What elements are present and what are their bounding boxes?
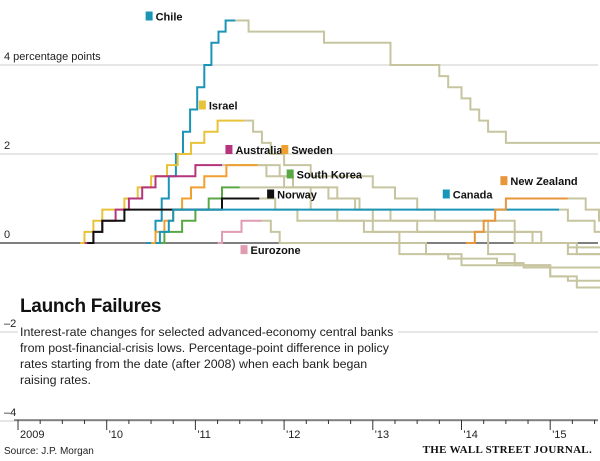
- series-label-norway: Norway: [277, 190, 318, 202]
- x-tick-label-5: '14: [464, 429, 478, 441]
- legend-swatch-norway: [267, 189, 275, 199]
- y-tick-label-0: 4 percentage points: [4, 51, 101, 63]
- series-label-canada: Canada: [453, 190, 494, 202]
- legend-swatch-south-korea: [286, 169, 294, 179]
- x-tick-label-1: '10: [109, 429, 123, 441]
- y-axis: 4 percentage points 2 0 –2 –4: [4, 51, 101, 419]
- legend-swatch-eurozone: [240, 245, 248, 255]
- publisher-logo: THE WALL STREET JOURNAL.: [422, 444, 592, 456]
- series-label-south-korea: South Korea: [297, 169, 363, 181]
- source-note: Source: J.P. Morgan: [4, 446, 94, 457]
- series-line-eurozone: [217, 219, 262, 244]
- post-hike-lines: [222, 19, 600, 289]
- x-tick-label-2: '11: [197, 429, 211, 441]
- x-tick-label-0: 2009: [20, 429, 44, 441]
- series-label-new-zealand: New Zealand: [510, 176, 577, 188]
- x-tick-label-4: '13: [375, 429, 389, 441]
- legend-swatch-sweden: [281, 145, 289, 154]
- series-label-eurozone: Eurozone: [251, 245, 301, 257]
- legend-swatch-israel: [198, 100, 206, 110]
- y-tick-label-1: 2: [4, 140, 10, 152]
- series-line-chile: [146, 19, 236, 244]
- series-after-chile: [235, 19, 600, 144]
- legend-swatch-chile: [145, 11, 153, 21]
- series-line-south-korea: [159, 186, 240, 244]
- chart-title: Launch Failures: [20, 296, 162, 317]
- series-line-new-zealand: [465, 197, 568, 244]
- x-axis: 2009 '10 '11 '12 '13 '14 '15: [14, 419, 598, 441]
- series-labels: Chile Israel Australia Sweden South Korea Nor…: [145, 11, 578, 257]
- series-after-canada: [559, 208, 600, 233]
- series-label-israel: Israel: [209, 101, 238, 113]
- series-after-eurozone: [261, 219, 600, 269]
- legend-swatch-new-zealand: [500, 176, 508, 186]
- series-line-israel: [80, 119, 245, 244]
- series-label-chile: Chile: [156, 12, 183, 24]
- y-tick-label-3: –2: [4, 318, 16, 330]
- legend-swatch-australia: [225, 145, 233, 154]
- series-line-norway: [87, 197, 260, 244]
- series-after-new-zealand: [567, 197, 600, 222]
- chart-subtitle: Interest-rate changes for selected advan…: [20, 325, 394, 387]
- x-tick-label-3: '12: [286, 429, 300, 441]
- title-box: Launch Failures Interest-rate changes fo…: [18, 296, 398, 388]
- series-label-sweden: Sweden: [291, 145, 333, 157]
- series-label-australia: Australia: [235, 145, 283, 157]
- series-lines: [80, 19, 568, 244]
- legend-swatch-canada: [442, 189, 450, 199]
- series-line-canada: [155, 208, 560, 244]
- y-tick-label-4: –4: [4, 407, 16, 419]
- x-tick-label-6: '15: [552, 429, 566, 441]
- y-tick-label-2: 0: [4, 229, 10, 241]
